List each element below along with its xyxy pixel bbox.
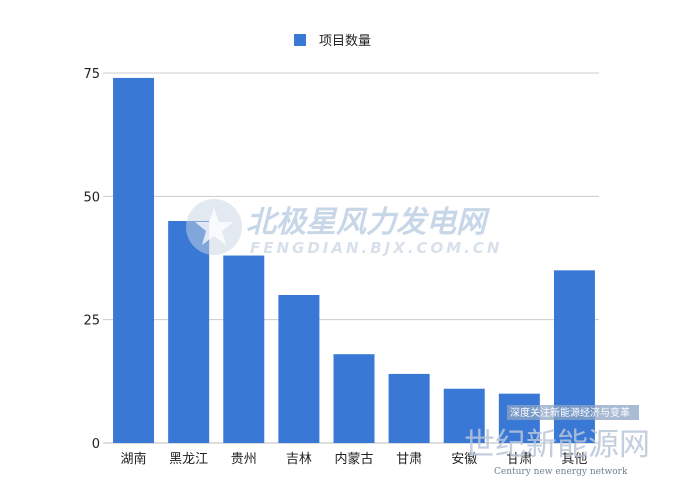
x-tick-label: 甘肃	[396, 452, 422, 467]
corner-watermark: 深度关注新能源经济与变革 世纪新能源网 Century new energy n…	[464, 405, 650, 477]
legend: 项目数量	[294, 34, 371, 49]
x-tick-label: 湖南	[121, 451, 147, 467]
corner-name: 世纪新能源网	[464, 427, 650, 463]
bar	[113, 77, 155, 443]
y-tick-label: 75	[83, 67, 100, 82]
legend-label: 项目数量	[319, 34, 371, 49]
corner-tagline: 深度关注新能源经济与变革	[510, 406, 630, 419]
watermark-brand-url: FENGDIAN.BJX.COM.CN	[250, 239, 502, 257]
bar	[168, 221, 210, 443]
x-tick-label: 甘肃	[506, 452, 532, 467]
y-tick-label: 0	[92, 437, 100, 452]
corner-tagline-background	[507, 405, 639, 420]
x-tick-label: 吉林	[286, 452, 312, 467]
bar	[443, 388, 485, 443]
corner-english-name: Century new energy network	[494, 467, 628, 477]
legend-swatch	[294, 34, 306, 46]
x-tick-label: 安徽	[451, 452, 477, 467]
bar	[278, 295, 320, 443]
x-axis-ticks: 湖南 黑龙江 贵州 吉林 内蒙古 甘肃 安徽 甘肃 其他	[121, 451, 588, 467]
x-tick-label: 内蒙古	[334, 451, 373, 467]
bars	[113, 77, 595, 443]
x-tick-label: 其他	[561, 452, 587, 467]
y-axis-ticks: 0 25 50 75	[83, 67, 100, 452]
bar	[333, 354, 375, 443]
watermark-brand: 北极星风力发电网	[246, 205, 490, 240]
watermark-star-icon	[195, 208, 233, 245]
y-tick-label: 50	[83, 190, 100, 205]
center-watermark: 北极星风力发电网 FENGDIAN.BJX.COM.CN	[186, 199, 502, 257]
y-tick-label: 25	[83, 314, 100, 329]
x-tick-label: 黑龙江	[169, 452, 208, 467]
bar	[223, 255, 265, 443]
x-tick-label: 贵州	[231, 452, 257, 467]
bar	[388, 373, 430, 443]
